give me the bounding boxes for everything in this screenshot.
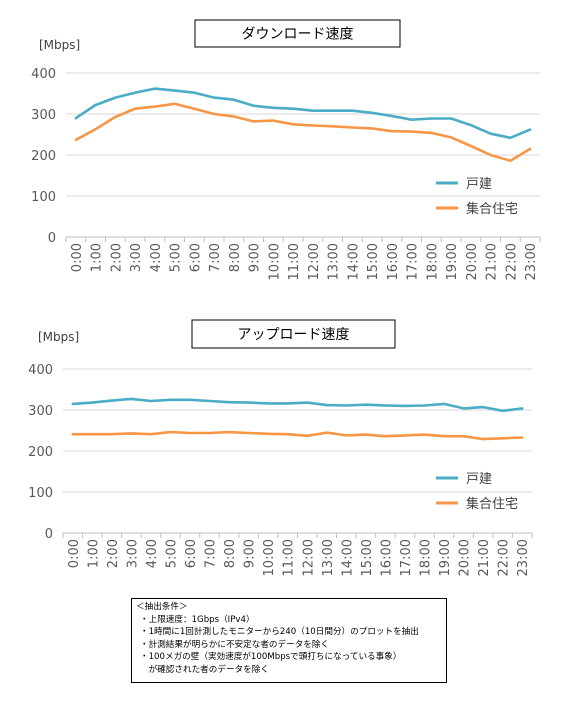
y-tick-label: 300 <box>31 108 56 123</box>
x-tick-label: 16:00 <box>379 539 394 576</box>
x-tick-label: 10:00 <box>262 539 277 576</box>
x-tick-label: 7:00 <box>204 539 219 568</box>
series-line-1 <box>71 397 524 413</box>
legend-label: 集合住宅 <box>466 201 518 217</box>
x-tick-label: 14:00 <box>340 539 355 576</box>
x-tick-label: 20:00 <box>465 243 480 280</box>
x-tick-label: 9:00 <box>248 243 263 272</box>
chart-1: ダウンロード速度 [Mbps] 0 100 200 300 400 0:00 1:00 2:00 3… <box>31 19 541 280</box>
legend-label: 戸建 <box>466 472 492 487</box>
x-tick-label: 12:00 <box>301 539 316 576</box>
legend-label: 集合住宅 <box>466 496 518 512</box>
x-tick-label: 4:00 <box>149 243 164 272</box>
x-tick-label: 15:00 <box>360 539 375 576</box>
condition-line: ・100メガの壁（実効速度が100Mbpsで頭打ちになっている事象） <box>140 652 402 663</box>
y-tick-label: 300 <box>28 404 53 419</box>
x-tick-label: 13:00 <box>321 539 336 576</box>
y-tick-label: 100 <box>31 190 56 205</box>
x-tick-label: 21:00 <box>485 243 500 280</box>
x-tick-label: 2:00 <box>106 539 121 568</box>
x-tick-label: 5:00 <box>164 539 179 568</box>
x-tick-label: 7:00 <box>208 243 223 272</box>
y-tick-label: 200 <box>28 445 53 460</box>
x-tick-label: 9:00 <box>243 539 258 568</box>
x-tick-label: 8:00 <box>228 243 243 272</box>
chart-title-box <box>194 19 401 48</box>
x-tick-label: 12:00 <box>307 243 322 280</box>
y-tick-label: 200 <box>31 149 56 164</box>
x-tick-label: 0:00 <box>67 539 82 568</box>
condition-line: ・1時間に1回計測したモニターから240（10日間分）のプロットを抽出 <box>140 627 419 638</box>
x-tick-label: 3:00 <box>129 243 144 272</box>
y-tick-label: 400 <box>28 363 53 378</box>
x-tick-label: 21:00 <box>477 539 492 576</box>
x-tick-label: 19:00 <box>445 243 460 280</box>
x-tick-label: 23:00 <box>524 243 539 280</box>
x-tick-label: 11:00 <box>287 243 302 280</box>
series-line-1 <box>74 87 532 140</box>
x-tick-label: 17:00 <box>399 539 414 576</box>
x-tick-label: 23:00 <box>516 539 531 576</box>
extraction-conditions-box: ＜抽出条件＞ ・上限速度：1Gbps（IPv4） ・1時間に1回計測したモニター… <box>131 598 447 683</box>
series-line-2 <box>74 102 532 162</box>
x-tick-label: 22:00 <box>497 539 512 576</box>
x-tick-label: 4:00 <box>145 539 160 568</box>
condition-line: が確認された者のデータを除く <box>140 664 269 675</box>
x-tick-label: 0:00 <box>70 243 85 272</box>
chart-title-box <box>191 319 396 349</box>
x-tick-label: 5:00 <box>169 243 184 272</box>
y-tick-label: 0 <box>45 527 53 542</box>
conditions-title: ＜抽出条件＞ <box>136 602 188 612</box>
y-tick-label: 0 <box>48 231 56 246</box>
legend-label: 戸建 <box>466 177 492 192</box>
chart-title: ダウンロード速度 <box>242 27 354 43</box>
y-tick-label: 100 <box>28 486 53 501</box>
x-tick-label: 2:00 <box>109 243 124 272</box>
series-line-2 <box>71 430 524 441</box>
y-axis-label: [Mbps] <box>38 330 79 344</box>
y-axis-label: [Mbps] <box>39 38 80 52</box>
x-tick-label: 18:00 <box>425 243 440 280</box>
y-tick-label: 400 <box>31 67 56 82</box>
x-tick-label: 19:00 <box>438 539 453 576</box>
x-tick-label: 14:00 <box>346 243 361 280</box>
x-tick-label: 16:00 <box>386 243 401 280</box>
x-tick-label: 20:00 <box>458 539 473 576</box>
x-tick-label: 3:00 <box>125 539 140 568</box>
x-tick-label: 1:00 <box>86 539 101 568</box>
x-tick-label: 6:00 <box>188 243 203 272</box>
condition-line: ・上限速度：1Gbps（IPv4） <box>140 614 255 625</box>
x-tick-label: 13:00 <box>327 243 342 280</box>
chart-title: アップロード速度 <box>238 327 350 343</box>
x-tick-label: 18:00 <box>419 539 434 576</box>
chart-2: アップロード速度 [Mbps] 0 100 200 300 400 0:00 1:00 2:00 3… <box>28 319 533 576</box>
x-tick-label: 22:00 <box>504 243 519 280</box>
condition-line: ・計測結果が明らかに不安定な者のデータを除く <box>140 639 330 650</box>
x-tick-label: 15:00 <box>366 243 381 280</box>
x-tick-label: 6:00 <box>184 539 199 568</box>
x-tick-label: 1:00 <box>90 243 105 272</box>
x-tick-label: 11:00 <box>282 539 297 576</box>
x-tick-label: 8:00 <box>223 539 238 568</box>
x-tick-label: 10:00 <box>267 243 282 280</box>
x-tick-label: 17:00 <box>406 243 421 280</box>
